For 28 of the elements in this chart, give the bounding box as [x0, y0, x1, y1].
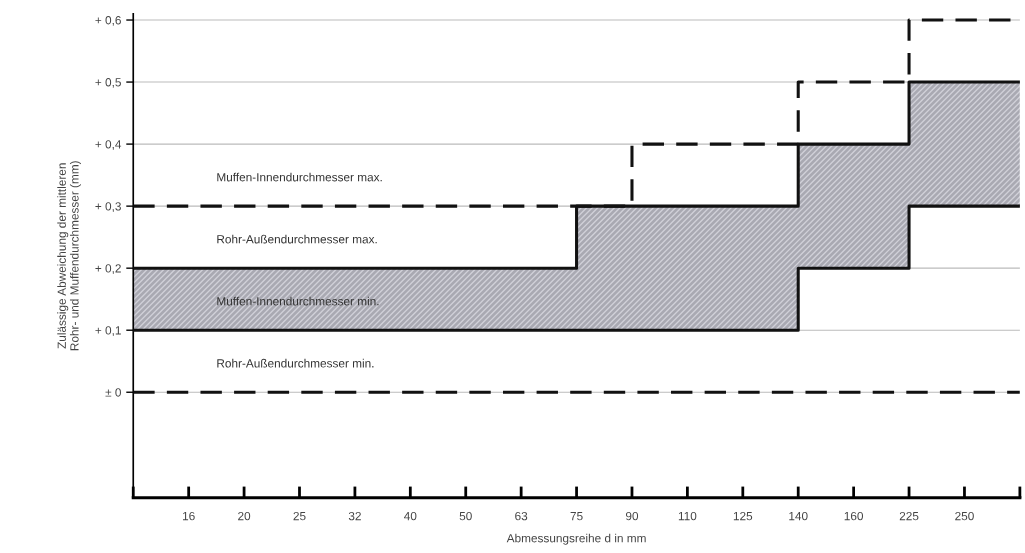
x-tick-label: 63	[515, 511, 528, 521]
text: Muffen-Innendurchmesser max.	[217, 172, 382, 182]
y-tick-label: ± 0	[105, 388, 121, 397]
x-tick-label: 50	[459, 511, 472, 521]
x-tick-label: 125	[733, 511, 753, 521]
y-tick-label: + 0,6	[95, 16, 121, 26]
x-axis-title: Abmessungsreihe d in mm	[506, 533, 646, 545]
x-tick-label: 16	[183, 511, 195, 521]
text: Rohr-Außendurchmesser min.	[217, 358, 374, 368]
y-tick-label: + 0,5	[95, 78, 121, 88]
y-tick-label: + 0,3	[95, 202, 121, 212]
x-tick-label: 110	[678, 511, 697, 521]
text: Muffen-Innendurchmesser min.	[217, 296, 379, 306]
x-tick-label: 225	[899, 511, 919, 521]
x-tick-label: 20	[238, 511, 251, 521]
y-tick-label: + 0,1	[95, 326, 121, 336]
x-tick-label: 40	[404, 511, 417, 521]
x-tick-label: 32	[348, 511, 361, 521]
y-tick-label: + 0,4	[95, 140, 122, 150]
y-axis-title: Zulässige Abweichung der mittleren Rohr- und Muffendurchmesser (mm)	[57, 161, 81, 351]
x-tick-label: 75	[570, 512, 583, 521]
x-tick-label: 160	[844, 511, 864, 521]
y-tick-label: + 0,2	[95, 264, 121, 274]
x-tick-label: 25	[293, 511, 306, 521]
x-tick-label: 250	[955, 511, 974, 521]
x-tick-label: 140	[789, 511, 808, 521]
x-tick-label: 90	[625, 511, 639, 521]
text: Rohr-Außendurchmesser max.	[217, 234, 377, 244]
